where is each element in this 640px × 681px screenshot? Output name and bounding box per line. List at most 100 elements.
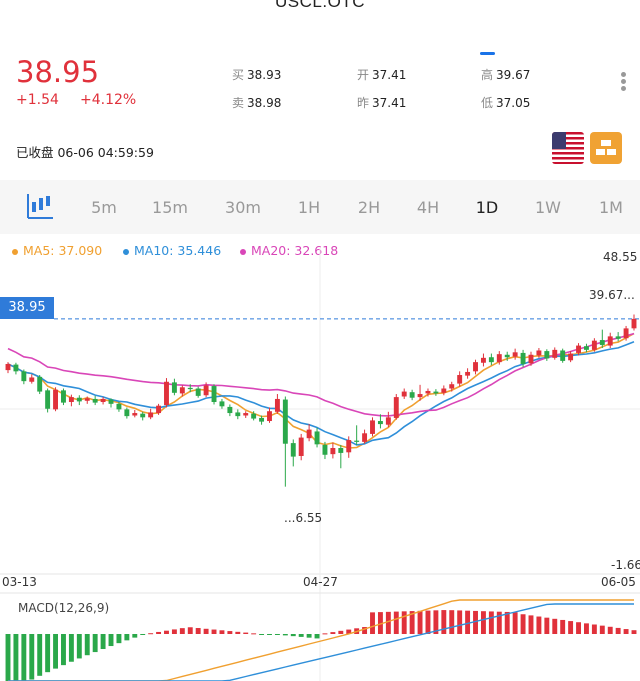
candle-body <box>377 421 383 425</box>
macd-bar <box>417 610 423 634</box>
timeframe-tabbar <box>0 180 640 234</box>
candle-body <box>480 357 486 363</box>
price-chart[interactable] <box>0 238 640 681</box>
tab-5m[interactable]: 5m <box>91 198 117 217</box>
macd-bar <box>473 610 478 634</box>
candle-body <box>164 381 169 406</box>
candle-body <box>61 390 66 403</box>
macd-bar <box>235 631 241 634</box>
candle-body <box>187 387 193 390</box>
tab-30m[interactable]: 30m <box>225 198 261 217</box>
ma20-legend: MA20: 32.618 <box>240 243 338 258</box>
macd-bar <box>211 629 217 634</box>
candle-body <box>282 399 288 444</box>
macd-bar <box>148 633 154 635</box>
price-change-percent: +4.12% <box>80 92 137 108</box>
macd-dif-line <box>8 599 634 681</box>
macd-bar <box>61 634 66 666</box>
candle-body <box>156 405 162 414</box>
macd-bar <box>108 634 114 647</box>
macd-bar <box>282 634 288 636</box>
tab-1h[interactable]: 1H <box>297 198 321 217</box>
candle-body <box>235 412 241 417</box>
candle-body <box>314 431 320 445</box>
open-quote: 开 37.41 <box>357 68 407 82</box>
candle-body <box>227 406 233 414</box>
candlestick-icon[interactable] <box>26 192 54 222</box>
candle-body <box>140 413 146 418</box>
macd-bar <box>124 634 130 641</box>
macd-bar <box>219 630 225 634</box>
candle-body <box>520 352 526 364</box>
macd-bar <box>607 626 613 634</box>
candle-body <box>203 385 209 396</box>
candle-body <box>211 386 217 403</box>
candle-body <box>370 420 375 434</box>
gold-bars-icon[interactable] <box>590 132 622 164</box>
macd-bar <box>401 611 407 634</box>
candle-body <box>425 390 431 394</box>
candle-body <box>536 350 542 356</box>
macd-bar <box>132 634 138 638</box>
macd-bar <box>362 627 368 634</box>
macd-bar <box>290 634 296 637</box>
high-quote: 高 39.67 <box>481 68 531 82</box>
candle-body <box>13 364 19 372</box>
tab-15m[interactable]: 15m <box>152 198 188 217</box>
macd-bar <box>259 634 265 635</box>
candle-body <box>449 384 455 389</box>
candle-body <box>195 388 201 396</box>
candle-body <box>29 377 35 382</box>
low-marker-label: ...6.55 <box>284 511 323 525</box>
candle-body <box>45 390 51 409</box>
macd-bar <box>37 634 43 676</box>
candle-body <box>92 398 98 403</box>
macd-bar <box>156 631 162 634</box>
candle-body <box>441 388 447 393</box>
more-vertical-icon[interactable] <box>618 70 628 96</box>
macd-bar <box>314 634 320 639</box>
macd-bar <box>330 632 336 634</box>
candle-body <box>53 389 59 410</box>
macd-bar <box>385 611 391 634</box>
macd-bar <box>5 634 11 681</box>
candle-body <box>417 394 423 398</box>
candle-body <box>591 340 597 350</box>
macd-bar <box>179 628 185 634</box>
macd-bar <box>251 633 257 635</box>
macd-bar <box>465 610 471 634</box>
macd-bar <box>568 621 574 634</box>
candle-body <box>512 352 518 357</box>
candle-body <box>544 351 550 359</box>
macd-bar <box>164 630 169 634</box>
ask-quote: 卖 38.98 <box>232 96 282 110</box>
candle-body <box>568 353 574 361</box>
candle-body <box>84 398 90 401</box>
candle-body <box>615 336 621 339</box>
macd-bar <box>496 611 502 634</box>
tab-1d[interactable]: 1D <box>475 198 499 217</box>
candle-body <box>243 413 249 416</box>
macd-bar <box>449 610 455 634</box>
macd-bar <box>29 634 35 680</box>
macd-bar <box>591 624 597 634</box>
candle-body <box>496 354 502 363</box>
tab-2h[interactable]: 2H <box>357 198 381 217</box>
macd-bar <box>631 630 637 634</box>
candle-body <box>488 357 494 363</box>
tab-1m[interactable]: 1M <box>599 198 623 217</box>
candle-body <box>385 417 391 425</box>
candle-body <box>393 397 399 418</box>
macd-bar <box>370 612 375 634</box>
macd-bar <box>599 625 605 634</box>
candle-body <box>504 354 510 358</box>
high-marker-label: 39.67... <box>589 288 635 302</box>
tab-4h[interactable]: 4H <box>416 198 440 217</box>
macd-bar <box>13 634 19 681</box>
macd-bar <box>504 611 510 634</box>
tab-1w[interactable]: 1W <box>535 198 561 217</box>
candle-body <box>108 399 114 404</box>
candle-body <box>338 448 344 453</box>
candle-body <box>100 398 106 403</box>
macd-bar <box>171 629 177 634</box>
